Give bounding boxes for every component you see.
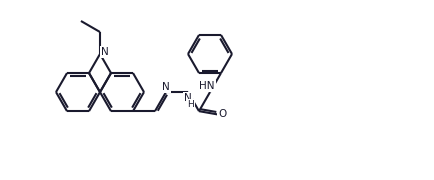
Text: HN: HN <box>199 81 214 91</box>
Text: N: N <box>184 93 191 103</box>
Text: O: O <box>218 109 226 119</box>
Text: N: N <box>162 82 170 92</box>
Text: N: N <box>101 47 108 57</box>
Text: H: H <box>187 100 194 109</box>
